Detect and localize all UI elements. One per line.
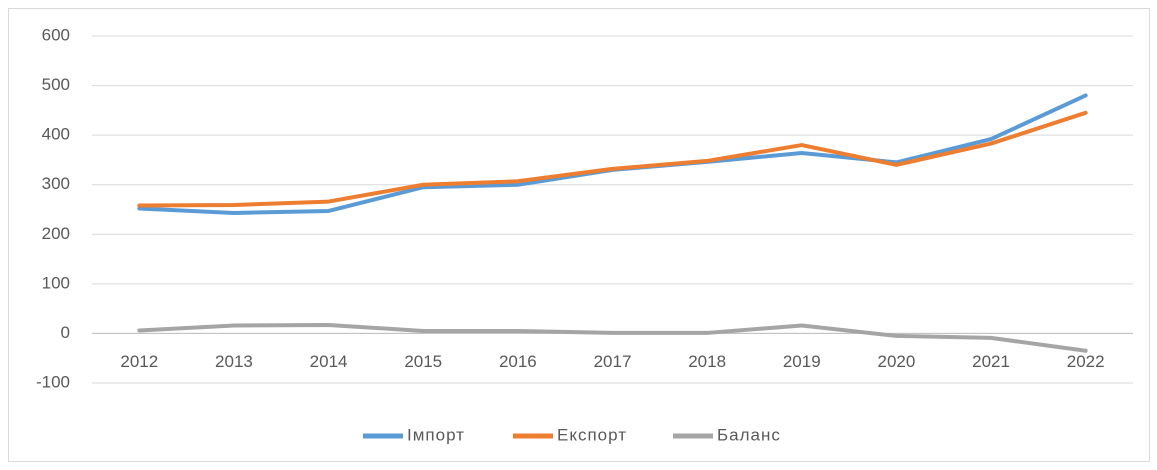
x-tick-label: 2019: [783, 352, 821, 371]
legend-label: Імпорт: [407, 425, 465, 444]
y-tick-label: 200: [42, 224, 70, 243]
x-tick-label: 2016: [499, 352, 537, 371]
chart-frame: [8, 8, 1150, 462]
y-tick-label: 300: [42, 174, 70, 193]
y-tick-label: 600: [42, 25, 70, 44]
x-tick-label: 2022: [1067, 352, 1105, 371]
legend-label: Експорт: [557, 425, 627, 444]
x-tick-label: 2014: [310, 352, 348, 371]
x-tick-label: 2017: [594, 352, 632, 371]
x-tick-label: 2013: [215, 352, 253, 371]
legend-label: Баланс: [717, 425, 781, 444]
y-tick-label: 500: [42, 75, 70, 94]
y-tick-label: 100: [42, 273, 70, 292]
y-tick-label: 0: [61, 323, 70, 342]
y-tick-label: -100: [36, 372, 70, 391]
series-line: [137, 110, 1088, 208]
x-tick-label: 2020: [877, 352, 915, 371]
x-tick-label: 2015: [404, 352, 442, 371]
x-tick-label: 2021: [972, 352, 1010, 371]
y-tick-label: 400: [42, 125, 70, 144]
series-line: [137, 323, 1088, 353]
x-tick-label: 2012: [120, 352, 158, 371]
x-tick-label: 2018: [688, 352, 726, 371]
